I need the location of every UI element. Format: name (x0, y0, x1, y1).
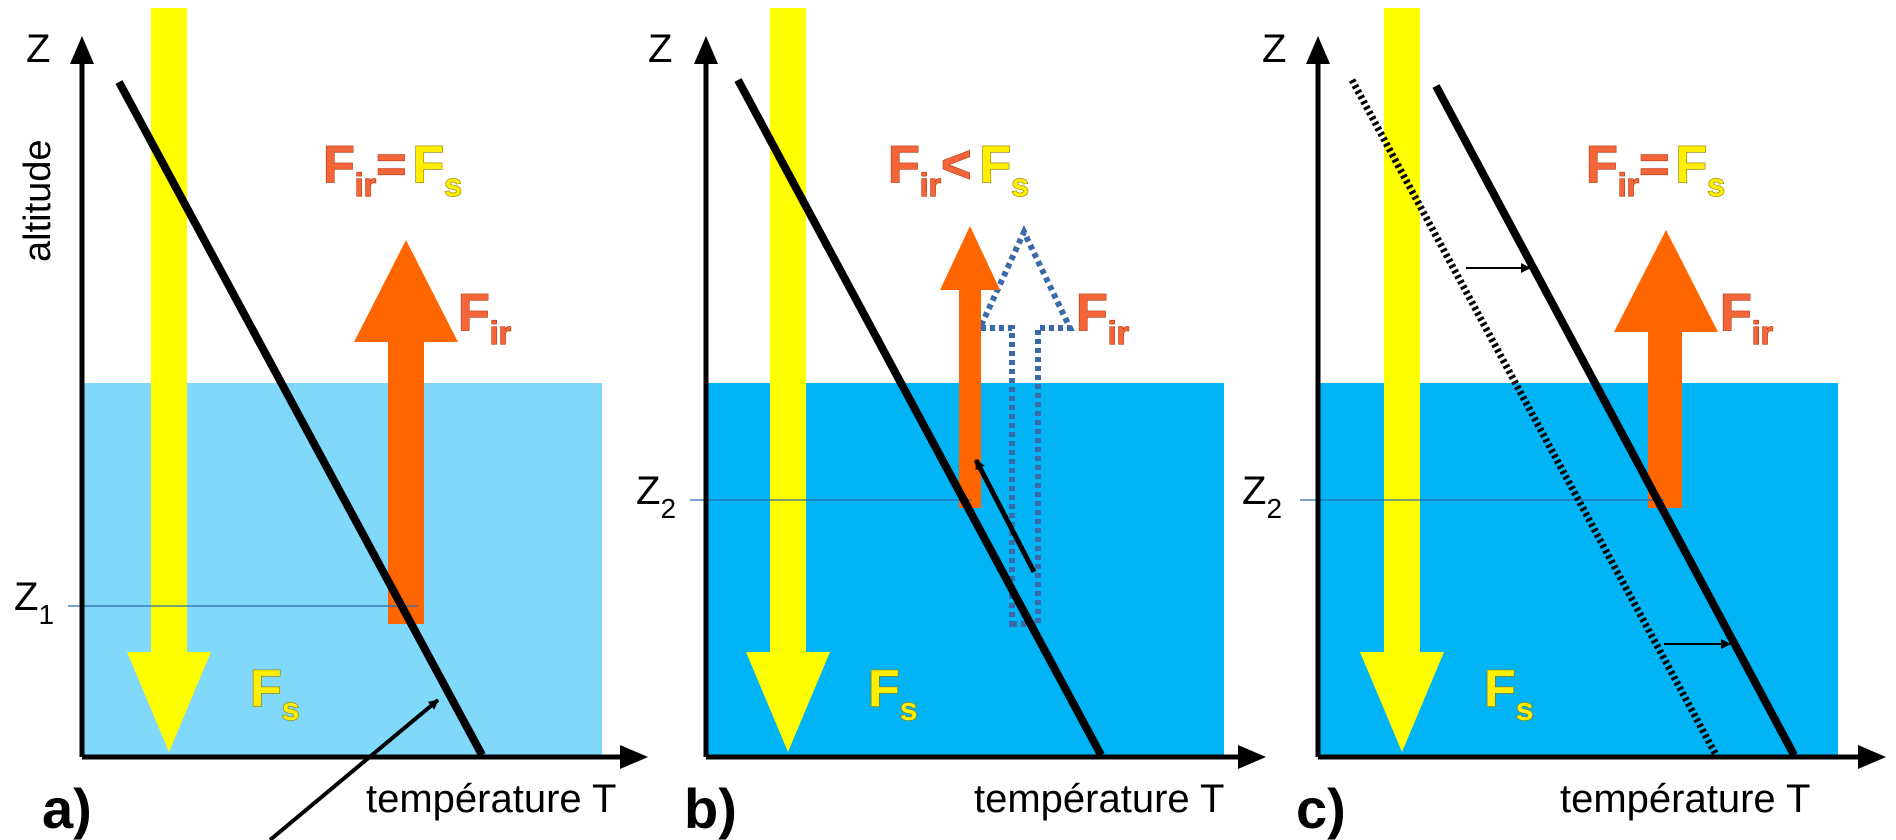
level-label-z2: Z2 (636, 469, 676, 524)
x-axis-label: température T (1560, 777, 1811, 821)
y-axis-arrowhead (1306, 36, 1330, 64)
x-axis-arrowhead (620, 745, 648, 769)
solar-flux-arrow (746, 8, 830, 752)
temperature-profile (1432, 84, 1798, 757)
solar-flux-arrow (127, 8, 211, 752)
x-axis-label: température T (974, 777, 1225, 821)
temperature-profile-old (1348, 78, 1720, 757)
ir-flux-arrow (354, 240, 458, 624)
x-axis-arrowhead (1858, 745, 1886, 769)
temperature-profile (115, 80, 486, 757)
panel-b: Z Z2 température T b) Fir< Fs Fir Fs (636, 8, 1266, 840)
panel-a: Z altitude Z1 température T a) Fir= Fs Fi… (14, 8, 648, 840)
annotation-arrow (268, 698, 440, 840)
z-axis-label: Z (1262, 27, 1286, 71)
panel-letter-c: c) (1296, 777, 1346, 840)
ir-flux-arrow (1614, 230, 1718, 508)
panel-letter-a: a) (42, 777, 92, 840)
formula-top: Fir< Fs (888, 136, 1029, 203)
fir-label: Fir (1720, 284, 1773, 351)
temperature-profile (734, 78, 1105, 757)
x-axis-label: température T (366, 777, 617, 821)
panel-letter-b: b) (684, 777, 737, 840)
ir-flux-arrow (940, 226, 1000, 508)
ir-flux-arrow-dotted (975, 224, 1075, 627)
shift-arrow (973, 458, 1037, 574)
x-axis-arrowhead (1238, 745, 1266, 769)
formula-top: Fir= Fs (323, 136, 462, 203)
solar-flux-arrow (1360, 8, 1444, 752)
level-label-z2: Z2 (1242, 469, 1282, 524)
level-label-z1: Z1 (14, 575, 54, 630)
fs-label: Fs (1484, 660, 1534, 727)
y-axis-arrowhead (694, 36, 718, 64)
fs-label: Fs (250, 660, 300, 727)
fir-label: Fir (458, 284, 511, 351)
z-axis-label: Z (26, 27, 50, 71)
fir-label: Fir (1076, 284, 1129, 351)
fs-label: Fs (868, 660, 918, 727)
altitude-label: altitude (17, 139, 59, 262)
z-axis-label: Z (648, 27, 672, 71)
panel-c: Z Z2 température T c) Fir= Fs Fir Fs (1242, 8, 1886, 840)
y-axis-arrowhead (70, 36, 94, 64)
formula-top: Fir= Fs (1586, 136, 1725, 203)
